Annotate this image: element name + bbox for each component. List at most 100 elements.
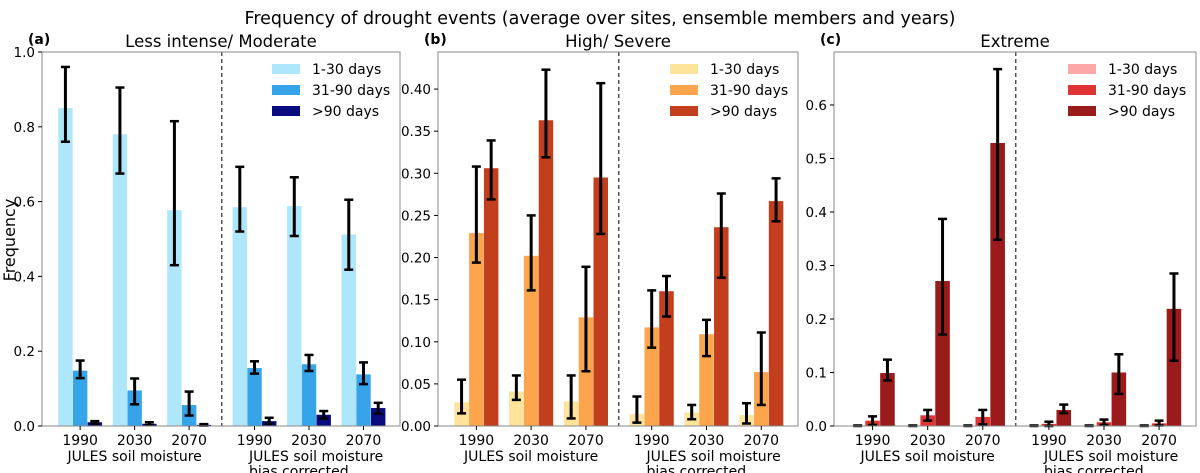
panel-title: Extreme <box>980 32 1049 51</box>
group-label: JULES soil moisture <box>860 449 995 465</box>
y-axis-label: Frequency <box>0 199 19 282</box>
y-tick-label: 0.8 <box>14 120 35 136</box>
y-tick-label: 0.05 <box>401 377 431 393</box>
y-tick-label: 0.35 <box>401 124 431 140</box>
bar <box>287 206 302 426</box>
x-tick-label: 2070 <box>965 433 1001 449</box>
bar <box>990 142 1005 427</box>
axes-frame <box>833 51 1197 427</box>
x-tick-label: 2070 <box>171 433 207 449</box>
group-label: JULES soil moisture <box>645 449 780 465</box>
x-tick-label: 2030 <box>513 433 549 449</box>
panel-c: (c) Extreme 0.0 0.1 0.2 0.3 0.4 0.5 0.6 1990 2030 2… <box>806 32 1197 473</box>
bar <box>58 108 73 426</box>
legend-label: 31-90 days <box>312 83 390 99</box>
y-tick-label: 0.30 <box>401 166 431 182</box>
group-label: JULES soil moisture <box>463 449 598 465</box>
x-tick-label: 1990 <box>62 433 98 449</box>
y-tick-label: 0.3 <box>806 258 827 274</box>
x-tick-label: 2030 <box>291 433 327 449</box>
x-tick-label: 1990 <box>855 433 891 449</box>
panel-title: Less intense/ Moderate <box>125 32 317 51</box>
bar <box>538 120 554 426</box>
legend-swatch <box>670 64 698 74</box>
bar <box>301 364 317 426</box>
x-tick-label: 2030 <box>117 433 153 449</box>
x-tick-label: 2030 <box>689 433 725 449</box>
y-tick-label: 0.2 <box>806 312 827 328</box>
legend-swatch <box>670 106 698 116</box>
y-tick-label: 0.20 <box>401 251 431 267</box>
legend-label: >90 days <box>1108 104 1175 120</box>
panel-tag: (b) <box>424 32 447 48</box>
legend-swatch <box>272 85 300 95</box>
y-tick-label: 0.2 <box>14 344 35 360</box>
bar <box>356 374 371 426</box>
bar <box>316 414 331 426</box>
bar <box>1111 372 1127 426</box>
group-label: bias corrected <box>249 464 349 473</box>
x-tick-label: 2030 <box>910 433 946 449</box>
legend-swatch <box>1068 106 1096 116</box>
legend-swatch <box>272 64 300 74</box>
axes-frame <box>41 51 401 427</box>
x-tick-label: 1990 <box>459 433 495 449</box>
x-tick-label: 2070 <box>743 433 779 449</box>
y-tick-label: 0.6 <box>14 195 35 211</box>
group-label: JULES soil moisture <box>1043 449 1178 465</box>
bar <box>112 134 128 426</box>
legend-label: 1-30 days <box>710 62 779 78</box>
x-tick-label: 2030 <box>1086 433 1122 449</box>
x-tick-label: 2070 <box>1141 433 1177 449</box>
bar <box>72 370 88 426</box>
y-tick-label: 1.0 <box>14 45 35 61</box>
legend-label: 31-90 days <box>1108 83 1186 99</box>
y-tick-label: 0.25 <box>401 208 431 224</box>
legend-swatch <box>1068 64 1096 74</box>
x-tick-label: 1990 <box>634 433 670 449</box>
legend-label: 1-30 days <box>312 62 381 78</box>
bar <box>523 255 539 426</box>
y-tick-label: 0.4 <box>806 205 827 221</box>
bar <box>935 281 950 426</box>
y-tick-label: 0.5 <box>806 151 827 167</box>
bar <box>127 390 142 426</box>
bar <box>593 177 608 426</box>
x-tick-label: 1990 <box>1031 433 1067 449</box>
legend-label: 31-90 days <box>710 83 788 99</box>
panel-b: (b) High/ Severe 0.00 0.05 0.10 0.15 0.20 0.25 0… <box>401 32 799 473</box>
panel-tag: (a) <box>28 32 50 48</box>
y-tick-label: 0.4 <box>14 269 35 285</box>
y-tick-label: 0.40 <box>401 82 431 98</box>
panel-tag: (c) <box>820 32 841 48</box>
bar <box>768 201 784 426</box>
bar <box>483 168 499 427</box>
legend-swatch <box>670 85 698 95</box>
bar <box>644 327 659 426</box>
group-label: bias corrected <box>646 464 746 473</box>
axes-frame <box>437 51 799 427</box>
group-label: JULES soil moisture <box>67 449 202 465</box>
bar <box>1166 308 1182 426</box>
x-tick-label: 2070 <box>346 433 382 449</box>
y-tick-label: 0.0 <box>806 419 827 435</box>
y-tick-label: 0.00 <box>401 419 431 435</box>
figure-title: Frequency of drought events (average ove… <box>245 9 956 29</box>
y-tick-label: 0.6 <box>806 98 827 114</box>
group-label: JULES soil moisture <box>248 449 383 465</box>
legend-label: 1-30 days <box>1108 62 1177 78</box>
x-tick-label: 1990 <box>237 433 273 449</box>
legend-swatch <box>272 106 300 116</box>
panel-a: (a) Less intense/ Moderate 0.0 0.2 0.4 0.6 0.8… <box>14 32 401 473</box>
bar <box>232 207 248 426</box>
y-tick-label: 0.15 <box>401 293 431 309</box>
panel-title: High/ Severe <box>565 32 671 51</box>
bar <box>341 234 356 426</box>
legend-label: >90 days <box>710 104 777 120</box>
bar <box>469 233 484 426</box>
group-label: bias corrected <box>1044 464 1144 473</box>
bar <box>880 373 895 426</box>
y-tick-label: 0.10 <box>401 335 431 351</box>
legend-label: >90 days <box>312 104 379 120</box>
